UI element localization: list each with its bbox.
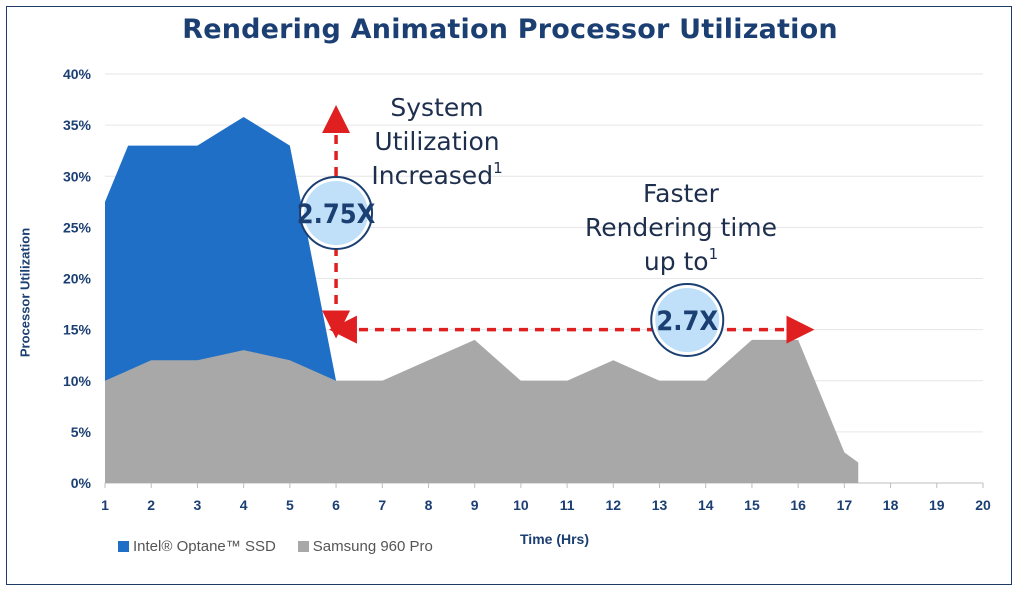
system-utilization-annotation-line: System: [390, 93, 483, 122]
x-tick-label: 17: [837, 497, 853, 513]
x-tick-label: 15: [744, 497, 760, 513]
x-tick-label: 16: [790, 497, 806, 513]
x-tick-label: 1: [101, 497, 109, 513]
faster-rendering-annotation-line: Faster: [643, 179, 720, 208]
y-tick-label: 25%: [63, 219, 92, 235]
badge-2-7x-label: 2.7X: [656, 306, 718, 337]
y-tick-label: 30%: [63, 168, 92, 184]
x-tick-label: 20: [975, 497, 991, 513]
x-tick-label: 10: [513, 497, 529, 513]
system-utilization-annotation-line: Utilization: [374, 127, 499, 156]
faster-rendering-annotation-line: Rendering time: [585, 213, 777, 242]
badge-2-7x-fill: [655, 288, 720, 352]
legend-item-samsung: Samsung 960 Pro: [297, 538, 433, 555]
legend-label-optane: Intel® Optane™ SSD: [133, 538, 276, 555]
faster-rendering-annotation-line: up to1: [644, 245, 718, 276]
x-tick-label: 12: [606, 497, 622, 513]
x-tick-label: 19: [929, 497, 945, 513]
samsung-area: [105, 339, 859, 483]
legend-swatch-optane: [118, 541, 129, 552]
legend-swatch-samsung: [297, 541, 309, 552]
x-tick-label: 9: [471, 497, 479, 513]
x-tick-label: 5: [286, 497, 294, 513]
y-tick-label: 0%: [71, 475, 92, 491]
legend-item-optane: Intel® Optane™ SSD: [118, 538, 276, 555]
x-tick-label: 4: [240, 497, 248, 513]
y-tick-label: 10%: [63, 373, 92, 389]
y-tick-label: 20%: [63, 271, 92, 287]
x-tick-label: 13: [652, 497, 668, 513]
x-tick-label: 8: [425, 497, 433, 513]
y-tick-label: 35%: [63, 117, 92, 133]
system-utilization-annotation-line: Increased1: [371, 159, 502, 190]
x-tick-label: 2: [147, 497, 155, 513]
y-tick-label: 15%: [63, 322, 92, 338]
x-tick-label: 3: [194, 497, 202, 513]
legend: Intel® Optane™ SSD Samsung 960 Pro: [118, 538, 433, 555]
x-tick-label: 18: [883, 497, 899, 513]
legend-label-samsung: Samsung 960 Pro: [312, 538, 433, 555]
system-utilization-annotation-superscript: 1: [493, 159, 503, 177]
y-tick-label: 40%: [63, 66, 92, 82]
badge-2-75x-fill: [304, 181, 369, 245]
y-tick-label: 5%: [71, 424, 92, 440]
faster-rendering-annotation-superscript: 1: [709, 245, 719, 263]
x-tick-label: 14: [698, 497, 714, 513]
badge-2-75x-label: 2.75X: [297, 199, 376, 230]
x-axis-label: Time (Hrs): [520, 531, 589, 547]
x-tick-label: 11: [560, 497, 575, 513]
chart-title: Rendering Animation Processor Utilizatio…: [182, 14, 838, 45]
x-tick-label: 6: [332, 497, 340, 513]
x-tick-label: 7: [378, 497, 386, 513]
